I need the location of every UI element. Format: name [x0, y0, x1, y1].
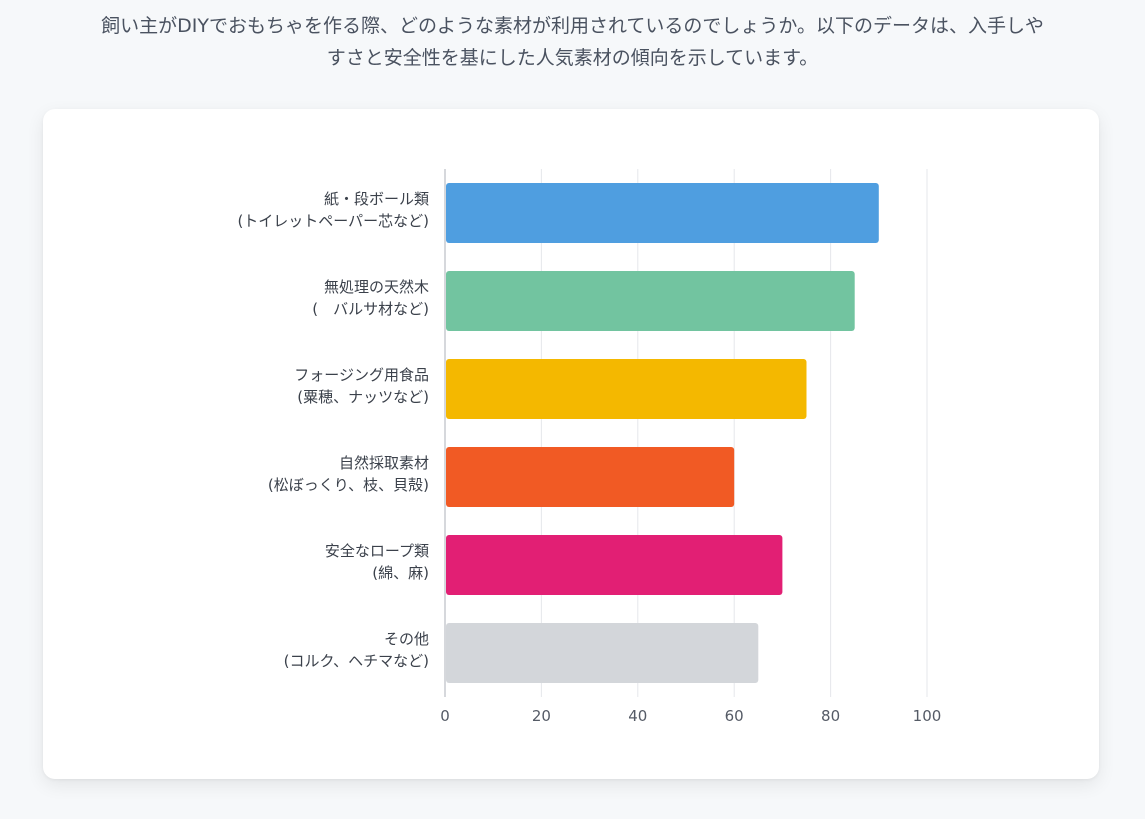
bar-4	[446, 535, 783, 595]
chart-intro-text: 飼い主がDIYでおもちゃを作る際、どのような素材が利用されているのでしょうか。以…	[40, 10, 1105, 74]
bar-0	[446, 183, 879, 243]
chart-card: 0 20 40 60 80 100 紙・段ボール類 (トイレットペーパー芯など) 無処理の天然木…	[43, 109, 1099, 779]
bar-5	[446, 623, 759, 683]
x-tick-label-60: 60	[725, 707, 744, 725]
category-label-3: 自然採取素材 (松ぼっくり、枝、貝殻)	[268, 454, 429, 494]
bar-1	[446, 271, 855, 331]
category-label-1: 無処理の天然木 ( バルサ材など)	[312, 278, 429, 318]
category-label-2-line-1: (粟穂、ナッツなど)	[297, 388, 429, 406]
category-label-5-line-1: (コルク、ヘチマなど)	[284, 652, 429, 670]
category-label-4: 安全なロープ類 (綿、麻)	[325, 542, 429, 582]
category-label-0: 紙・段ボール類 (トイレットペーパー芯など)	[237, 190, 429, 230]
category-label-4-line-0: 安全なロープ類	[325, 542, 429, 560]
category-label-4-line-1: (綿、麻)	[372, 564, 429, 582]
x-tick-label-20: 20	[532, 707, 551, 725]
bar-2	[446, 359, 807, 419]
category-label-1-line-1: ( バルサ材など)	[312, 300, 429, 318]
x-tick-label-100: 100	[913, 707, 942, 725]
category-label-2: フォージング用食品 (粟穂、ナッツなど)	[294, 366, 429, 406]
intro-line-2: すさと安全性を基にした人気素材の傾向を示しています。	[326, 47, 819, 69]
category-label-0-line-0: 紙・段ボール類	[324, 190, 429, 208]
bar-chart: 0 20 40 60 80 100 紙・段ボール類 (トイレットペーパー芯など) 無処理の天然木…	[237, 169, 942, 725]
bar-3	[446, 447, 735, 507]
category-label-2-line-0: フォージング用食品	[294, 366, 429, 384]
x-tick-label-40: 40	[628, 707, 647, 725]
intro-line-1: 飼い主がDIYでおもちゃを作る際、どのような素材が利用されているのでしょうか。以…	[101, 15, 1044, 37]
x-tick-label-0: 0	[440, 707, 450, 725]
category-label-1-line-0: 無処理の天然木	[324, 278, 429, 296]
x-tick-label-80: 80	[821, 707, 840, 725]
category-label-3-line-1: (松ぼっくり、枝、貝殻)	[268, 476, 429, 494]
category-label-5: その他 (コルク、ヘチマなど)	[284, 630, 429, 670]
category-label-3-line-0: 自然採取素材	[339, 454, 429, 472]
category-label-5-line-0: その他	[384, 630, 429, 648]
category-label-0-line-1: (トイレットペーパー芯など)	[237, 212, 429, 230]
